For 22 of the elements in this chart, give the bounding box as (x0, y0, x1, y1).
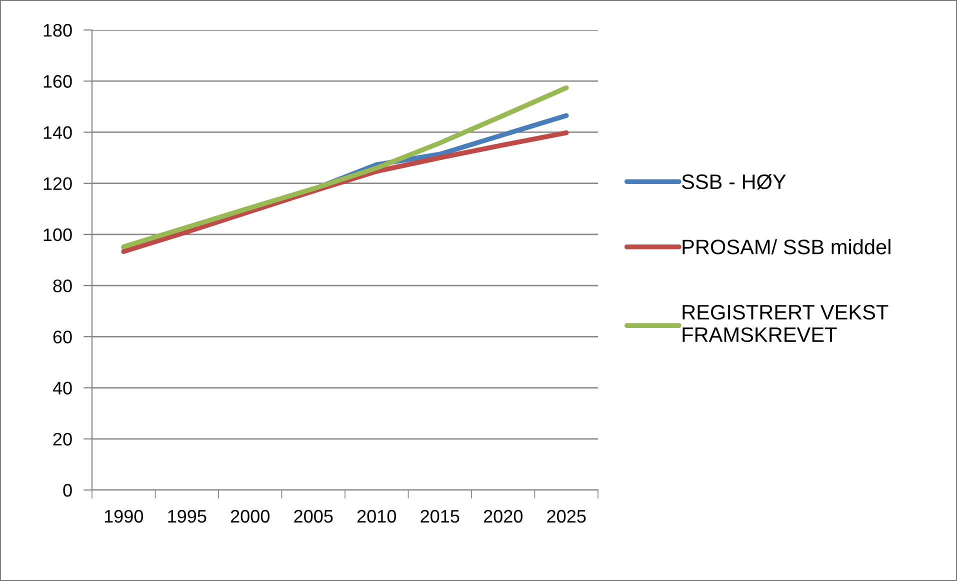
x-tick-label: 2000 (230, 510, 270, 523)
y-tick-label: 180 (44, 24, 72, 37)
x-tick-label: 1990 (104, 510, 144, 523)
y-tick-label: 60 (53, 330, 72, 344)
x-tick-label: 2025 (547, 510, 586, 523)
x-tick-label: 2010 (357, 510, 396, 523)
legend-label: REGISTRERT VEKST FRAMSKREVET (682, 304, 888, 342)
x-tick-label: 2020 (484, 510, 523, 523)
y-tick-label: 160 (44, 75, 72, 88)
legend-label: PROSAM/ SSB middel (682, 239, 890, 254)
y-tick-label: 0 (63, 484, 72, 497)
y-tick-label: 140 (44, 126, 72, 139)
line-series (121, 85, 569, 250)
y-tick-label: 40 (52, 382, 72, 394)
x-tick-label: 1995 (168, 510, 206, 523)
y-tick-label: 20 (53, 432, 72, 446)
y-tick-label: 120 (44, 177, 72, 190)
x-tick-label: 2005 (294, 510, 333, 523)
y-tick-label: 80 (53, 279, 72, 292)
y-tick-label: 100 (44, 228, 72, 242)
legend-label: SSB - HØY (682, 174, 786, 190)
x-tick-label: 2015 (420, 510, 460, 523)
